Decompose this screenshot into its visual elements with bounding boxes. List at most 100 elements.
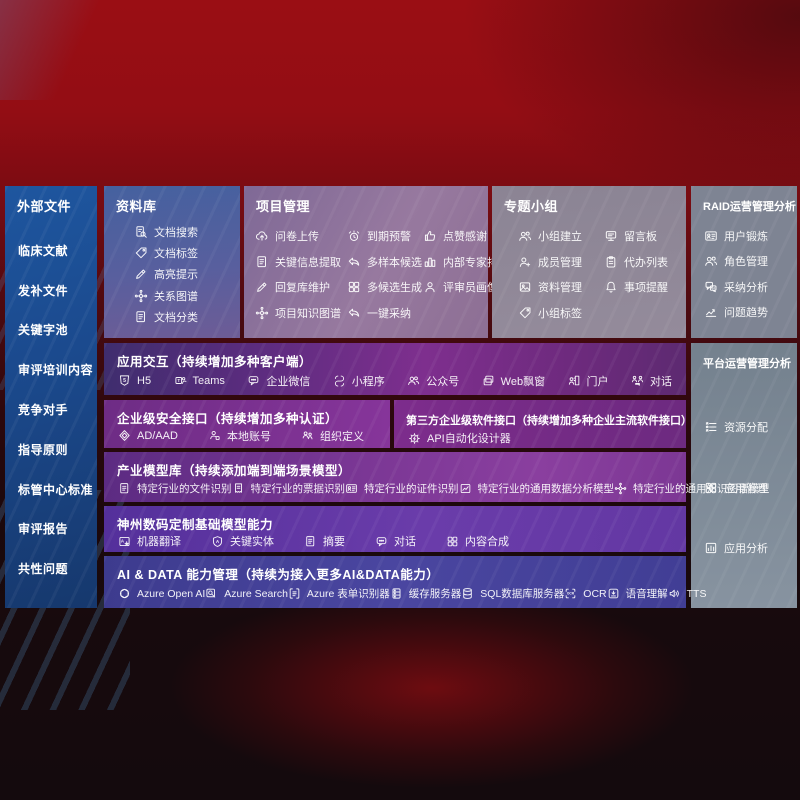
sidebar-item: 竞争对手 — [18, 402, 69, 417]
graph-icon — [134, 289, 148, 303]
panel-workgroup: 专题小组 小组建立 留言板 成员管理 代办列表 资料管理 事项提醒 小组标签 — [492, 186, 686, 338]
item-label: 应用分析 — [724, 542, 768, 555]
item-label: 资料管理 — [538, 282, 582, 295]
item-label: 对话 — [394, 536, 416, 548]
h5-icon — [118, 374, 131, 387]
item-qa: 采纳分析 — [704, 279, 793, 295]
panel-title: 平台运营管理分析 — [703, 358, 791, 370]
item-s-curve: 小程序 — [333, 373, 385, 389]
card-icon — [345, 482, 358, 495]
item-label: 多候选生成 — [367, 282, 422, 295]
item-search-box: Azure Search — [205, 587, 288, 600]
panel-title: 外部文件 — [17, 199, 72, 214]
tag-icon — [134, 246, 148, 260]
doc-icon — [304, 535, 317, 548]
item-dialog: 对话 — [631, 373, 672, 389]
item-label: Web飘窗 — [500, 375, 546, 388]
item-label: Azure 表单识别器 — [306, 588, 390, 600]
panel-title: 企业级安全接口（持续增加多种认证） — [117, 412, 339, 426]
sidebar-list: 临床文献 发补文件 关键字池 审评培训内容 竞争对手 指导原则 标管中心标准 审评报告 共性问题 — [5, 217, 97, 608]
sidebar-item: 共性问题 — [18, 562, 69, 577]
item-openai: Azure Open AI — [118, 587, 205, 600]
panel-title: 神州数码定制基础模型能力 — [117, 518, 274, 532]
item-label: 关键实体 — [230, 536, 274, 548]
tag-icon — [518, 306, 532, 320]
dialog-icon — [631, 374, 644, 387]
people-icon — [704, 254, 718, 268]
item-label: 本地账号 — [226, 430, 271, 443]
window-icon — [482, 374, 495, 387]
item-label: 文档分类 — [154, 311, 198, 324]
sidebar-item: 审评报告 — [18, 522, 69, 537]
panel-ai-data: AI & DATA 能力管理（持续为接入更多AI&DATA能力） Azure O… — [104, 556, 706, 608]
industry-model-items: 特定行业的文件识别 特定行业的票据识别 特定行业的证件识别 特定行业的通用数据分析模型… — [104, 479, 770, 502]
panel-project-management: 项目管理 问卷上传 到期预警 点赞感谢 关键信息提取 多样本候选 内部专家排名 回复库维护多… — [244, 186, 509, 338]
item-person-add: 成员管理 — [518, 254, 604, 270]
interaction-items: H5 Teams 企业微信 小程序 公众号 Web飘窗 门户 对话 — [104, 370, 686, 395]
item-label: 资源分配 — [724, 422, 768, 435]
platform-items: 资源分配应用管理应用分析 — [691, 373, 797, 608]
item-label: 小程序 — [351, 375, 385, 388]
item-label: 评审员画像 — [443, 282, 498, 295]
item-board: 应用分析 — [704, 540, 793, 556]
item-label: 成员管理 — [538, 256, 582, 269]
ai-data-items: Azure Open AI Azure Search Azure 表单识别器 缓存服务… — [104, 583, 706, 608]
item-label: 多样本候选 — [367, 256, 422, 269]
item-label: 应用管理 — [724, 482, 768, 495]
item-chat: 企业微信 — [247, 373, 310, 389]
sidebar-item: 指导原则 — [18, 442, 69, 457]
item-label: 角色管理 — [724, 256, 768, 269]
receipt-icon — [232, 482, 245, 495]
item-label: 代办列表 — [624, 256, 668, 269]
grid-icon — [347, 280, 361, 294]
raid-items: 用户锻炼 角色管理 采纳分析 问题趋势 — [691, 216, 797, 338]
item-form: Azure 表单识别器 — [288, 586, 390, 601]
graph-icon — [614, 482, 627, 495]
doc-icon — [255, 255, 269, 269]
panel-title: 项目管理 — [256, 199, 311, 214]
panel-base-models: 神州数码定制基础模型能力 机器翻译 关键实体 摘要 对话 内容合成 — [104, 506, 686, 552]
s-curve-icon — [333, 374, 346, 387]
item-label: 采纳分析 — [724, 281, 768, 294]
people-icon — [407, 374, 420, 387]
thumb-icon — [423, 229, 437, 243]
item-alarm: 到期预警 — [347, 228, 423, 244]
openai-icon — [118, 587, 131, 600]
item-doc: 摘要 — [304, 533, 345, 549]
sidebar-item: 标管中心标准 — [18, 482, 94, 497]
item-label: 高亮提示 — [154, 269, 198, 282]
item-label: 特定行业的证件识别 — [364, 483, 459, 495]
panel-title: 第三方企业级软件接口（持续增加多种企业主流软件接口） — [406, 415, 692, 427]
item-speech: 语音理解 — [607, 586, 668, 601]
reply-icon — [347, 255, 361, 269]
item-receipt: 特定行业的票据识别 — [232, 481, 345, 496]
item-h5: H5 — [118, 374, 151, 387]
item-tts: TTS — [668, 587, 706, 600]
item-label: SQL数据库服务器 — [480, 588, 565, 600]
panel-security-interface: 企业级安全接口（持续增加多种认证） AD/AAD 本地账号 组织定义 — [104, 400, 390, 448]
item-tag: 文档标签 — [134, 245, 236, 261]
item-grid: 内容合成 — [446, 533, 509, 549]
item-reply: 多样本候选 — [347, 254, 423, 270]
item-people: 公众号 — [407, 373, 459, 389]
item-graph: 关系图谱 — [134, 288, 236, 304]
item-label: 特定行业的通用数据分析模型 — [477, 483, 615, 495]
item-label: 关系图谱 — [154, 290, 198, 303]
item-label: 问题趋势 — [724, 307, 768, 320]
item-translate: 机器翻译 — [118, 533, 181, 549]
item-grid: 多候选生成 — [347, 279, 423, 295]
item-reply: 一键采纳 — [347, 305, 423, 321]
panel-title: 专题小组 — [504, 199, 559, 214]
item-clipboard: 代办列表 — [604, 254, 680, 270]
item-window: Web飘窗 — [482, 373, 545, 389]
item-label: 企业微信 — [266, 375, 311, 388]
img-chart-icon — [459, 482, 472, 495]
item-label: 语音理解 — [625, 588, 668, 600]
sidebar-item: 关键字池 — [18, 323, 69, 338]
item-list: 资源分配 — [704, 419, 793, 435]
board-icon — [704, 541, 718, 555]
item-bbs: 留言板 — [604, 228, 680, 244]
item-label: 点赞感谢 — [443, 231, 487, 244]
item-label: 事项提醒 — [624, 282, 668, 295]
